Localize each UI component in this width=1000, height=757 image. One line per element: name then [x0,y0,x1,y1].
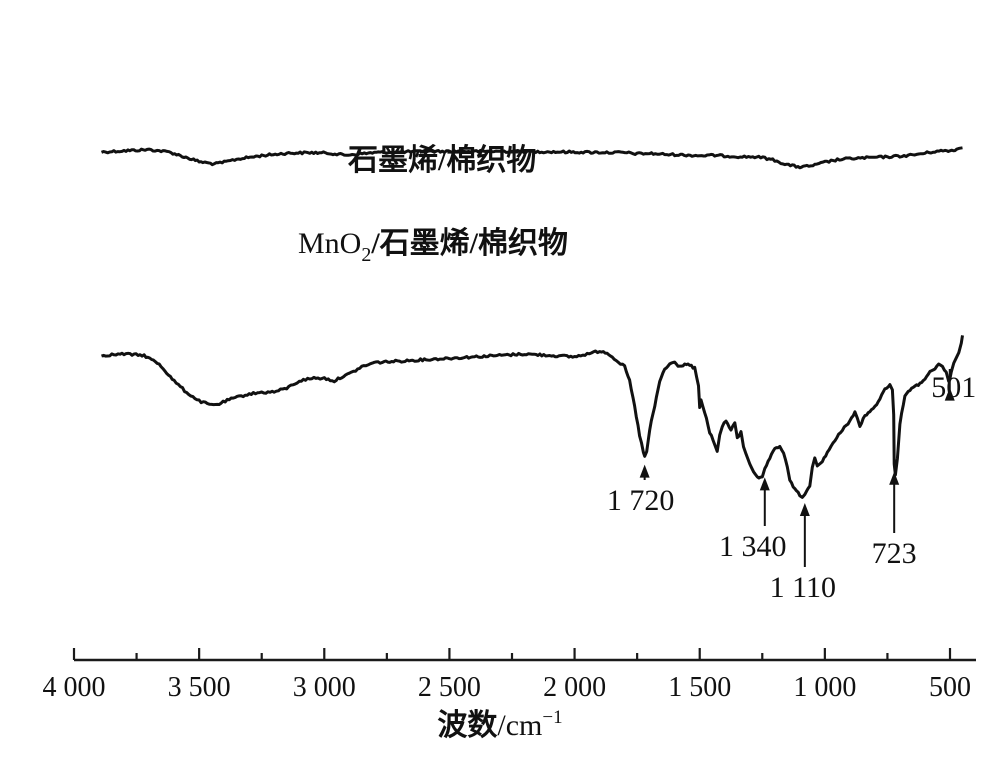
x-axis: 4 000 3 500 3 000 2 500 2 000 1 500 1 000 500 [43,648,976,703]
x-axis-ticks: 4 000 3 500 3 000 2 500 2 000 1 500 1 000 500 [43,648,971,703]
peak-label: 723 [872,537,917,570]
series-label-formula-sub: 2 [361,244,371,266]
peak-annotation-layer: 1 720 1 340 1 110 723 501 [607,369,976,604]
series-label-graphene-cotton: 石墨烯/棉织物 [347,144,536,177]
peak-arrow-head [799,503,810,517]
peak-label: 1 340 [719,530,787,563]
series-label-layer: 石墨烯/棉织物 MnO2/石墨烯/棉织物 [298,144,568,266]
x-tick-label: 3 500 [168,672,231,703]
x-tick-label: 1 000 [793,672,856,703]
peak-arrow-head [944,387,955,401]
series-label-formula: MnO [298,227,361,260]
x-axis-title-main: 波数 [437,709,498,742]
peak-arrow-head [889,471,900,485]
peak-arrow-head [639,464,650,478]
peak-annotation: 1 720 [607,464,675,517]
peak-annotation: 501 [931,369,976,404]
series-layer [100,146,964,499]
peak-annotation: 723 [872,471,917,570]
peak-arrow-head [759,477,770,491]
peak-label: 1 110 [770,571,836,604]
peak-annotation: 1 340 [719,477,787,563]
x-axis-title: 波数/cm−1 [437,707,562,742]
x-tick-label: 3 000 [293,672,356,703]
series-label-rest: /石墨烯/棉织物 [370,227,568,260]
series-line-mno2-graphene-cotton [101,335,964,499]
series-line-graphene-cotton [100,146,963,170]
x-tick-label: 1 500 [668,672,731,703]
x-axis-title-unit: /cm [497,709,542,742]
x-tick-label: 2 500 [418,672,481,703]
peak-label: 501 [931,371,976,404]
x-tick-label: 500 [929,672,971,703]
peak-label: 1 720 [607,484,675,517]
x-axis-title-sup: −1 [542,707,562,728]
x-tick-label: 4 000 [43,672,106,703]
peak-annotation: 1 110 [770,503,836,604]
series-label-mno2-graphene-cotton: MnO2/石墨烯/棉织物 [298,227,568,266]
x-tick-label: 2 000 [543,672,606,703]
